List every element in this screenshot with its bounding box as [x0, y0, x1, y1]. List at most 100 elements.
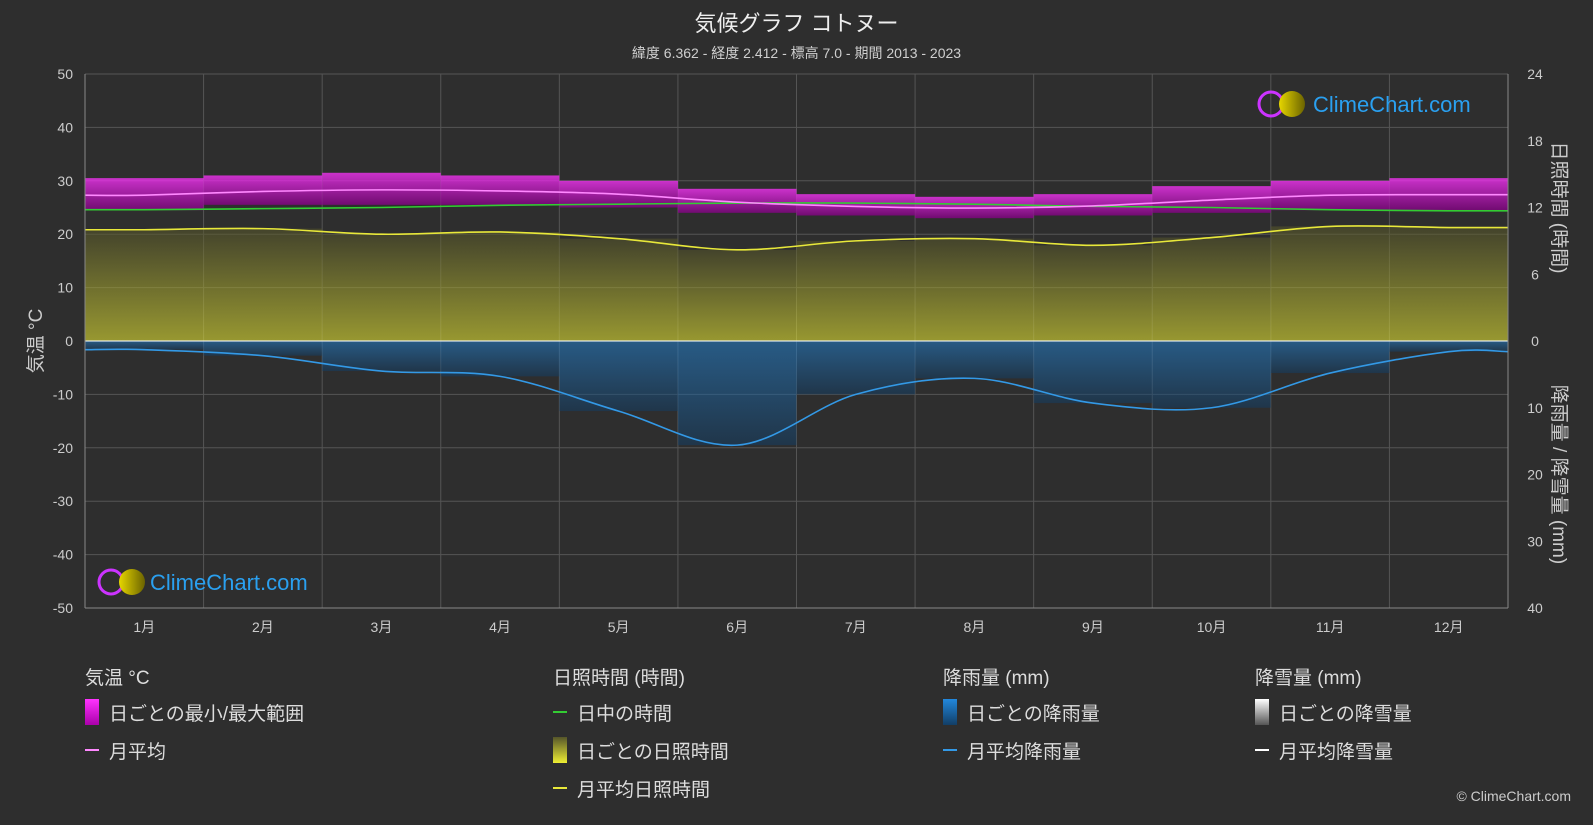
x-tick-label: 9月 — [1082, 619, 1104, 635]
rain-bar — [440, 341, 560, 377]
y-tick-label-right-sunshine: 0 — [1531, 333, 1539, 349]
swatch-daily-rain — [943, 699, 957, 725]
legend-label: 月平均降雨量 — [967, 741, 1082, 763]
rain-bar — [915, 341, 1034, 379]
rain-bar — [796, 341, 916, 395]
y-tick-label-right-sunshine: 6 — [1531, 266, 1539, 282]
sunshine-bar — [1033, 245, 1153, 341]
legend-item: 日ごとの最小/最大範囲 — [85, 699, 304, 725]
rain-bar — [1270, 341, 1390, 374]
rain-bar — [1033, 341, 1153, 404]
legend-item: 月平均降雪量 — [1255, 737, 1412, 763]
y-axis-title-sunshine: 日照時間 (時間) — [1548, 142, 1570, 274]
legend-title: 日照時間 (時間) — [553, 668, 685, 689]
sunshine-bar — [677, 249, 797, 341]
x-tick-label: 3月 — [371, 619, 393, 635]
y-tick-label-left: 40 — [57, 119, 73, 135]
rain-bar — [1152, 341, 1271, 408]
sunshine-bar — [1389, 227, 1508, 341]
sunshine-bar — [440, 231, 560, 341]
rain-bar — [203, 341, 323, 356]
temp-range-bar — [796, 194, 916, 216]
sunshine-bar — [1152, 237, 1271, 341]
x-tick-label: 7月 — [845, 619, 867, 635]
y-tick-label-right-rain: 10 — [1527, 400, 1543, 416]
legend-item: 月平均日照時間 — [553, 775, 729, 801]
swatch-temp-range — [85, 699, 99, 725]
y-tick-label-right-sunshine: 12 — [1527, 200, 1543, 216]
swatch-rain-avg — [943, 749, 957, 751]
sunshine-bar — [85, 229, 204, 341]
x-tick-label: 11月 — [1316, 619, 1345, 635]
swatch-daily-sunshine — [553, 737, 567, 763]
watermark-text-top: ClimeChart.com — [1313, 92, 1471, 117]
y-tick-label-left: -10 — [53, 386, 73, 402]
swatch-daylight — [553, 711, 567, 713]
rain-area-layer — [85, 341, 1508, 446]
legend-rain: 降雨量 (mm) 日ごとの降雨量 月平均降雨量 — [943, 663, 1100, 775]
sunshine-bar — [1270, 226, 1390, 341]
x-tick-label: 4月 — [489, 619, 511, 635]
legend-item: 日ごとの降雨量 — [943, 699, 1100, 725]
copyright: © ClimeChart.com — [1456, 788, 1571, 804]
watermark-bottom: ClimeChart.com — [97, 568, 308, 596]
legend-label: 日ごとの降雨量 — [967, 703, 1100, 725]
temp-range-bar — [322, 172, 441, 205]
y-tick-label-left: -50 — [53, 600, 73, 616]
chart-subtitle: 緯度 6.362 - 経度 2.412 - 標高 7.0 - 期間 2013 -… — [631, 45, 962, 61]
swatch-snow-avg — [1255, 749, 1269, 751]
legend-item: 日ごとの日照時間 — [553, 737, 729, 763]
axes: 50 40 30 20 10 0 -10 -20 -30 -40 -50 24 18 12 6 0 10 20 30… — [25, 66, 1570, 635]
y-axis-title-left: 気温 °C — [25, 309, 47, 374]
swatch-temp-avg — [85, 749, 99, 751]
rain-bar — [559, 341, 678, 412]
legend-label: 日ごとの降雪量 — [1279, 703, 1412, 725]
legend-sunshine: 日照時間 (時間) 日中の時間 日ごとの日照時間 月平均日照時間 — [553, 663, 729, 813]
watermark-logo-sun-icon — [119, 569, 145, 595]
y-tick-label-left: 0 — [65, 333, 73, 349]
x-tick-label: 5月 — [608, 619, 630, 635]
watermark-top: ClimeChart.com — [1257, 90, 1471, 118]
legend-snow: 降雪量 (mm) 日ごとの降雪量 月平均降雪量 — [1255, 663, 1412, 775]
chart-title: 気候グラフ コトヌー — [694, 11, 899, 36]
sunshine-bar — [559, 238, 678, 341]
swatch-daily-snow — [1255, 699, 1269, 725]
legend-title: 降雪量 (mm) — [1255, 668, 1362, 689]
rain-bar — [1389, 341, 1508, 352]
legend-title: 降雨量 (mm) — [943, 668, 1050, 689]
legend-item: 日ごとの降雪量 — [1255, 699, 1412, 725]
legend-label: 月平均日照時間 — [577, 779, 711, 801]
y-tick-label-right-rain: 30 — [1527, 533, 1543, 549]
watermark-logo-sun-icon — [1279, 91, 1305, 117]
temp-range-bar — [1033, 194, 1153, 216]
legend-label: 日ごとの最小/最大範囲 — [109, 703, 305, 725]
x-tick-label: 2月 — [252, 619, 274, 635]
sunshine-bar — [915, 238, 1034, 341]
x-tick-label: 1月 — [133, 619, 155, 635]
y-tick-label-left: -30 — [53, 493, 73, 509]
y-tick-label-left: -20 — [53, 440, 73, 456]
sunshine-avg-line — [85, 225, 1508, 251]
x-tick-label: 10月 — [1197, 619, 1227, 635]
legend-label: 日中の時間 — [577, 703, 673, 725]
watermark-text-bottom: ClimeChart.com — [150, 570, 308, 595]
y-tick-label-right-sunshine: 18 — [1527, 133, 1543, 149]
sunshine-bar — [203, 228, 323, 341]
swatch-sunshine-avg — [553, 787, 567, 789]
y-tick-label-left: 30 — [57, 173, 73, 189]
sunshine-area-layer — [85, 226, 1508, 341]
y-tick-label-right-rain: 20 — [1527, 467, 1543, 483]
legend-title: 気温 °C — [85, 668, 150, 689]
y-tick-label-left: 10 — [57, 280, 73, 296]
legend-label: 月平均 — [109, 741, 167, 763]
y-tick-label-right-rain: 40 — [1527, 600, 1543, 616]
y-axis-title-precip: 降雨量 / 降雪量 (mm) — [1548, 385, 1570, 564]
temp-range-bar — [677, 188, 797, 213]
rain-avg-line — [85, 348, 1508, 447]
legend-item: 日中の時間 — [553, 699, 729, 725]
legend-temperature: 気温 °C 日ごとの最小/最大範囲 月平均 — [85, 663, 304, 775]
y-tick-label-left: 50 — [57, 66, 73, 82]
climate-chart: 50 40 30 20 10 0 -10 -20 -30 -40 -50 24 18 12 6 0 10 20 30… — [25, 66, 1570, 635]
rain-bar — [677, 341, 797, 446]
legend-label: 日ごとの日照時間 — [577, 741, 729, 763]
